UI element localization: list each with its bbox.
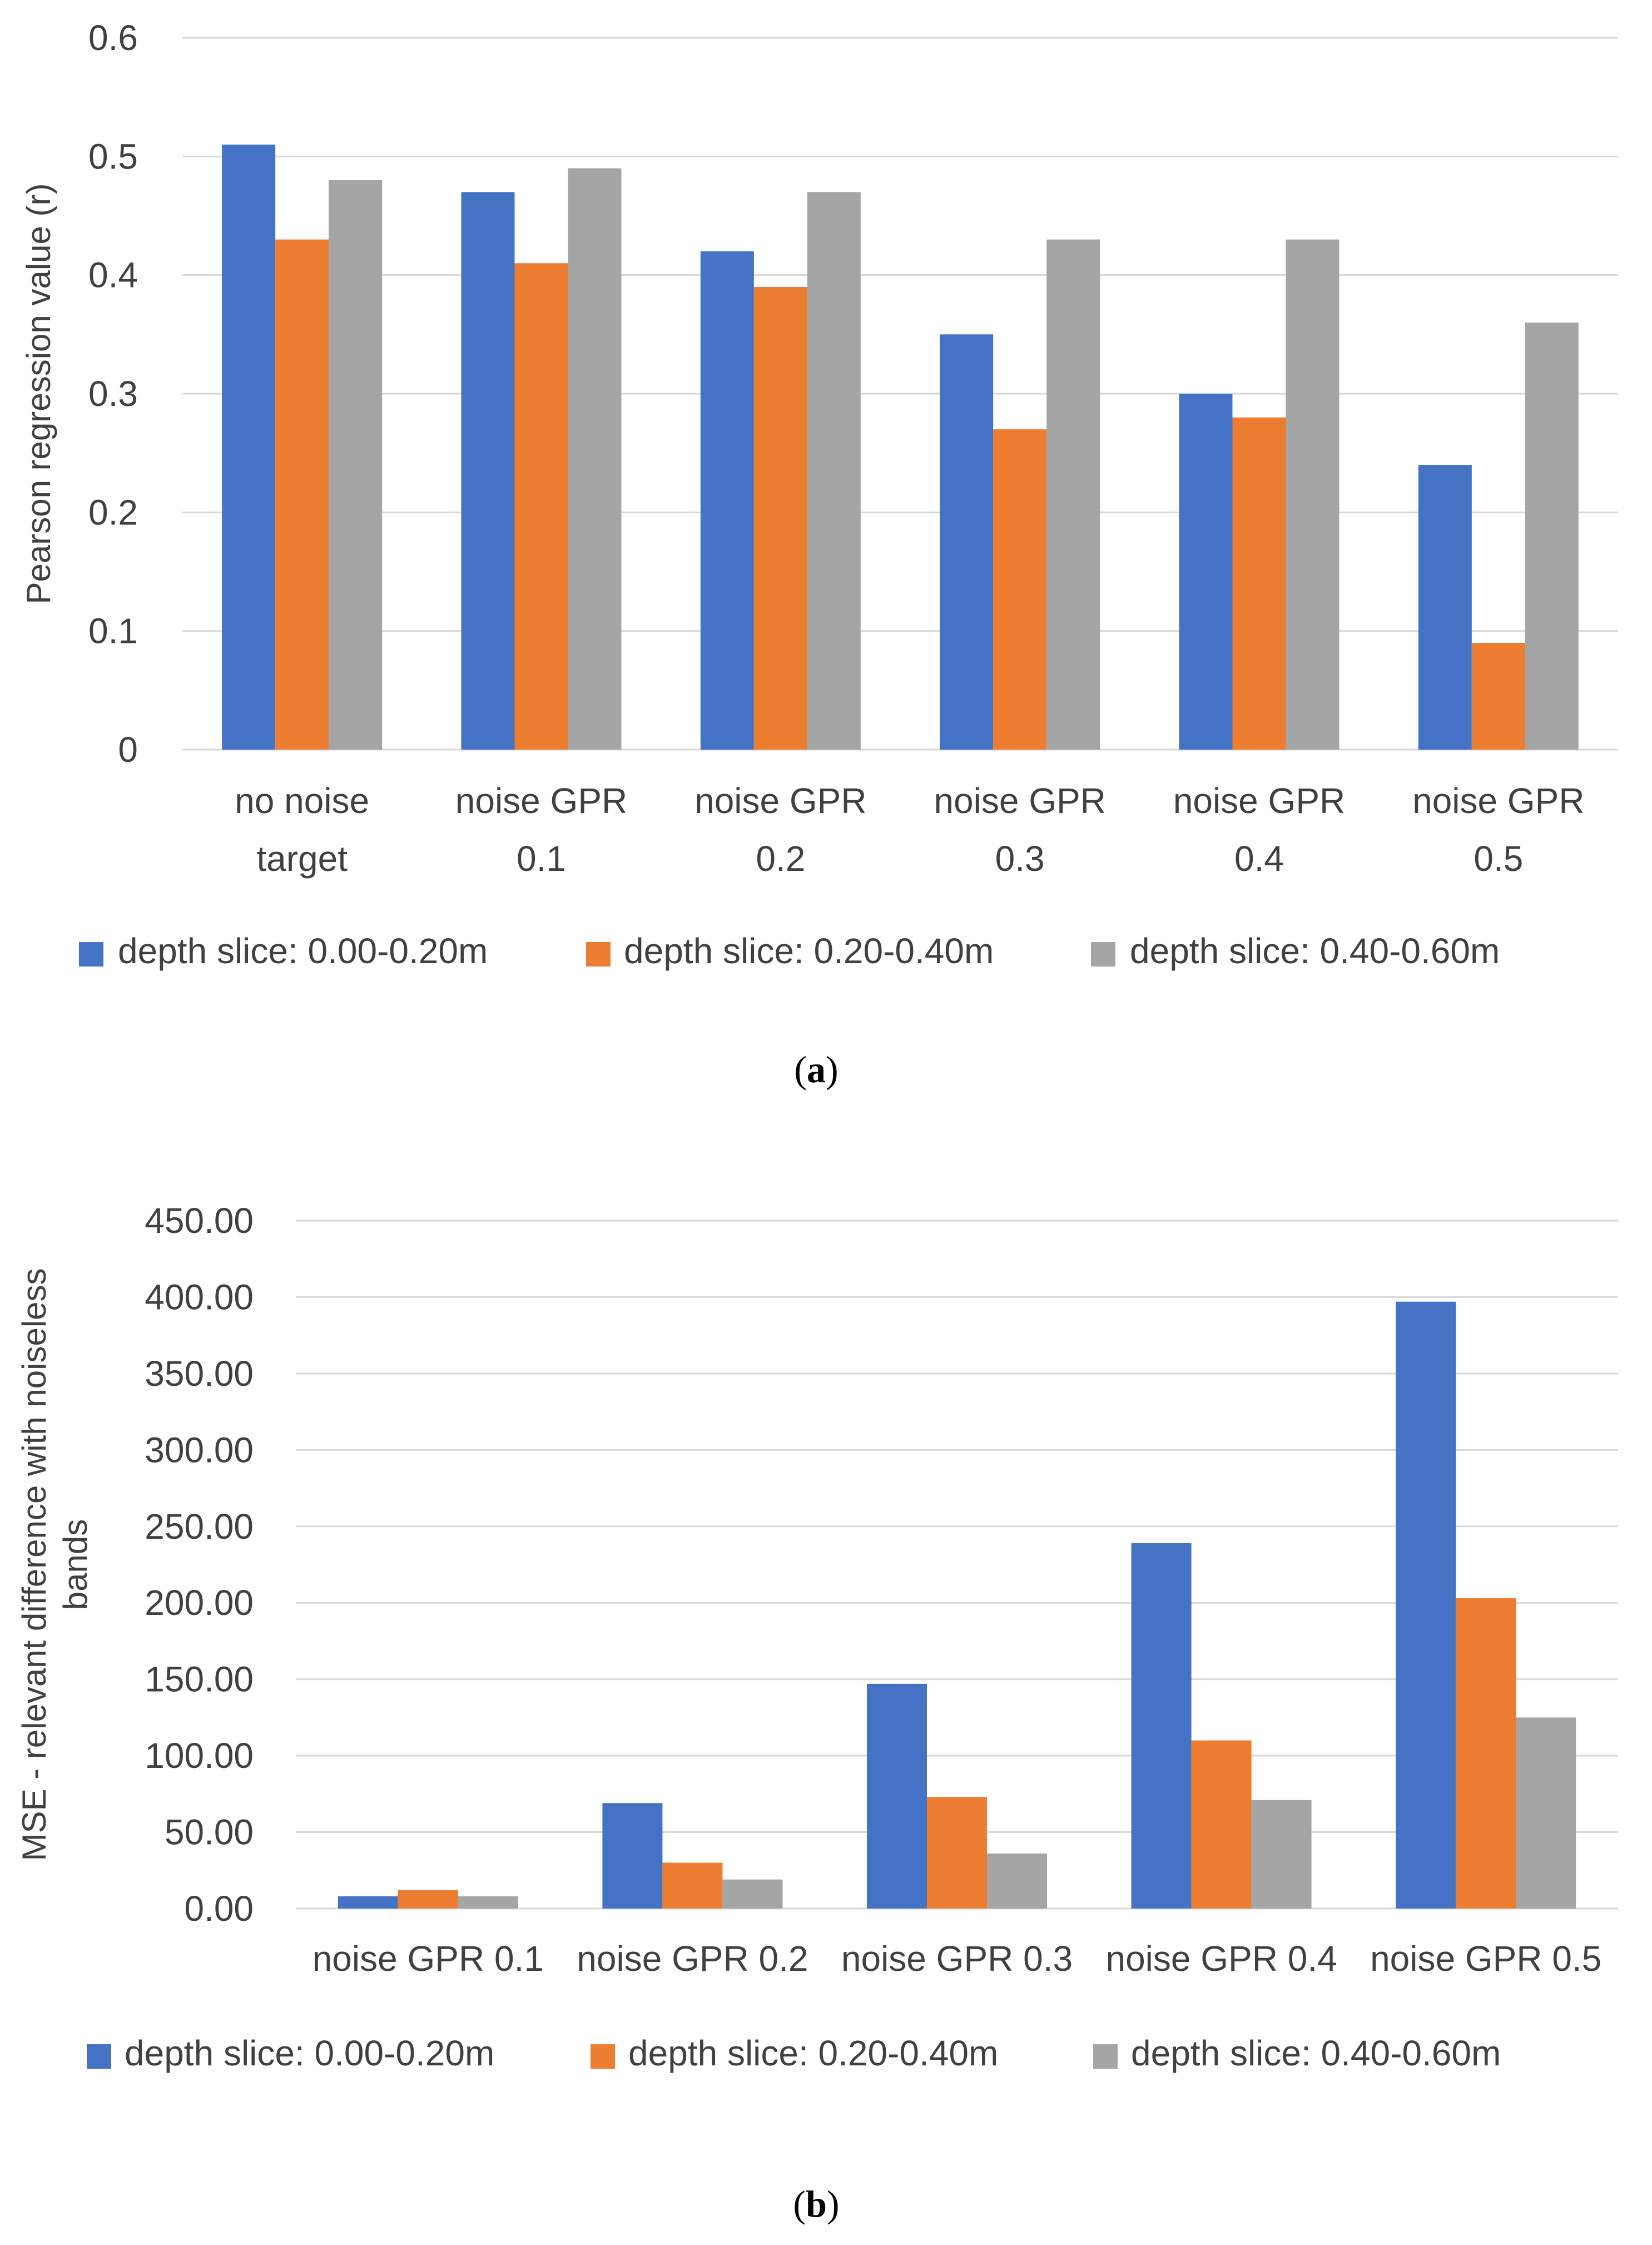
chart-b: 0.00 50.00 100.00 150.00 200.00 250.00 300.00 3…	[16, 1201, 1618, 2073]
bar-series-3-cat-3	[807, 192, 861, 750]
x-tick-label: no noise	[235, 781, 369, 821]
x-tick-label: noise GPR	[455, 781, 627, 821]
x-tick-label: noise GPR 0.1	[312, 1939, 544, 1979]
bar-series-2-cat-1	[398, 1890, 458, 1909]
legend-swatch	[586, 942, 611, 967]
bar-series-3-cat-2	[568, 168, 622, 750]
x-tick-label: target	[256, 839, 348, 879]
y-tick-label: 350.00	[145, 1354, 254, 1394]
x-tick-label: noise GPR 0.3	[841, 1939, 1073, 1979]
bar-series-3-cat-3	[987, 1854, 1047, 1909]
y-tick-label: 250.00	[145, 1506, 254, 1547]
y-tick-label: 0.00	[184, 1889, 254, 1929]
bar-series-2-cat-3	[927, 1797, 987, 1909]
legend-swatch	[1093, 2044, 1118, 2069]
bar-series-1-cat-5	[1396, 1301, 1456, 1909]
bar-series-2-cat-2	[662, 1862, 723, 1909]
y-axis-title: bands	[57, 1519, 94, 1610]
x-tick-label: 0.4	[1234, 839, 1284, 879]
y-tick-label: 0.3	[88, 374, 138, 414]
legend-swatch	[79, 942, 103, 967]
x-tick-label: noise GPR 0.4	[1105, 1939, 1337, 1979]
y-tick-label: 200.00	[145, 1583, 254, 1623]
subfigure-caption: (a)	[794, 1048, 838, 1091]
y-tick-label: 0.2	[88, 492, 138, 532]
y-tick-label: 150.00	[145, 1659, 254, 1699]
bar-series-1-cat-6	[1418, 465, 1472, 750]
bar-series-1-cat-4	[1131, 1543, 1192, 1909]
subfigure-caption: (b)	[793, 2183, 839, 2225]
x-tick-label: 0.5	[1474, 839, 1523, 879]
bar-series-1-cat-5	[1179, 394, 1233, 750]
y-tick-label: 0	[118, 730, 138, 770]
x-tick-label: 0.3	[995, 839, 1045, 879]
bar-series-3-cat-2	[722, 1879, 783, 1909]
bar-series-3-cat-6	[1525, 323, 1579, 750]
bar-series-2-cat-2	[514, 263, 568, 750]
bar-series-2-cat-6	[1471, 643, 1525, 750]
y-tick-label: 100.00	[145, 1736, 254, 1776]
y-tick-label: 400.00	[145, 1277, 254, 1317]
legend-label: depth slice: 0.40-0.60m	[1130, 931, 1500, 971]
bar-series-3-cat-5	[1286, 239, 1340, 750]
legend-swatch	[591, 2044, 615, 2069]
bar-series-2-cat-4	[993, 429, 1047, 750]
bar-series-3-cat-4	[1046, 239, 1100, 750]
x-tick-label: noise GPR	[1412, 781, 1584, 821]
x-tick-label: 0.2	[756, 839, 805, 879]
y-tick-label: 0.4	[88, 255, 138, 295]
y-tick-label: 300.00	[145, 1430, 254, 1470]
y-tick-label: 50.00	[165, 1812, 254, 1852]
legend-label: depth slice: 0.20-0.40m	[624, 931, 994, 971]
caption-a: (a)	[794, 1048, 838, 1091]
bar-series-1-cat-2	[461, 192, 515, 750]
bar-series-2-cat-3	[753, 287, 807, 750]
bar-series-1-cat-4	[940, 334, 994, 750]
legend-label: depth slice: 0.40-0.60m	[1131, 2033, 1501, 2073]
chart-a: 0 0.1 0.2 0.3 0.4 0.5 0.6 no noise target noise G…	[20, 18, 1618, 971]
bar-series-3-cat-1	[458, 1896, 518, 1909]
bar-series-3-cat-1	[329, 180, 383, 750]
bar-series-1-cat-2	[602, 1803, 663, 1909]
x-tick-label: 0.1	[517, 839, 566, 879]
legend-swatch	[1091, 942, 1115, 967]
bar-series-1-cat-1	[222, 145, 276, 750]
legend-label: depth slice: 0.20-0.40m	[628, 2033, 998, 2073]
bar-series-1-cat-3	[700, 251, 754, 750]
bar-series-1-cat-1	[338, 1896, 398, 1909]
bar-series-2-cat-5	[1456, 1598, 1516, 1909]
bar-series-2-cat-5	[1232, 417, 1286, 750]
legend-label: depth slice: 0.00-0.20m	[118, 931, 488, 971]
y-tick-label: 0.5	[88, 136, 138, 176]
x-tick-label: noise GPR	[694, 781, 866, 821]
bar-series-2-cat-4	[1191, 1740, 1252, 1909]
x-tick-label: noise GPR	[1173, 781, 1345, 821]
y-tick-label: 0.1	[88, 611, 138, 651]
legend-swatch	[87, 2044, 111, 2069]
bar-series-1-cat-3	[867, 1683, 927, 1909]
y-axis-title: MSE - relevant difference with noiseless	[16, 1268, 53, 1861]
bar-series-3-cat-4	[1251, 1800, 1312, 1909]
x-tick-label: noise GPR 0.2	[577, 1939, 808, 1979]
caption-b: (b)	[793, 2183, 839, 2225]
x-tick-label: noise GPR	[934, 781, 1105, 821]
y-tick-label: 450.00	[145, 1201, 254, 1241]
x-tick-label: noise GPR 0.5	[1370, 1939, 1601, 1979]
y-tick-label: 0.6	[88, 18, 138, 58]
bar-series-2-cat-1	[275, 239, 329, 750]
bar-series-3-cat-5	[1516, 1717, 1576, 1909]
y-axis-title: Pearson regression value (r)	[20, 183, 57, 604]
legend-label: depth slice: 0.00-0.20m	[125, 2033, 494, 2073]
